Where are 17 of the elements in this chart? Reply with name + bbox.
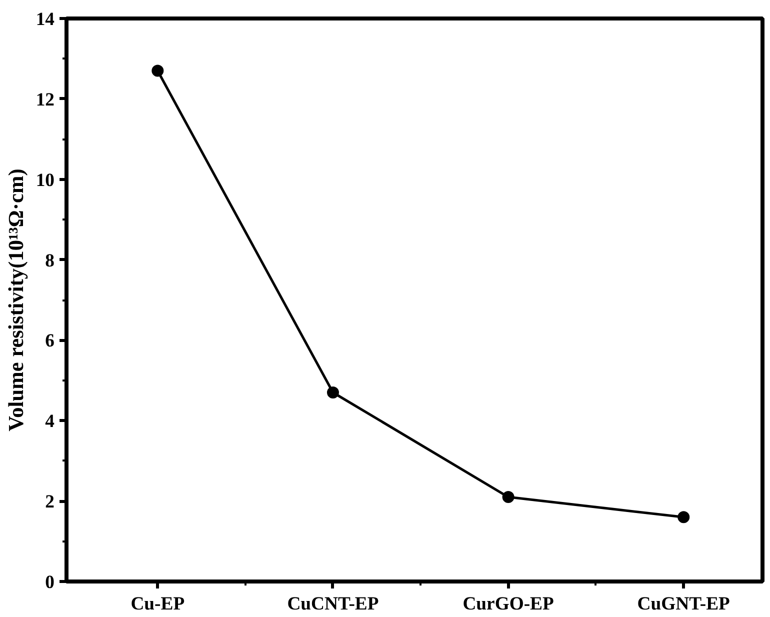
x-tick-label: CuGNT-EP [637,594,730,614]
y-tick-label: 0 [45,572,54,593]
y-axis-title: Volume resistivity(10¹³Ω·cm) [4,168,28,432]
y-tick-label: 10 [36,170,54,191]
point [502,491,514,504]
x-tick-label: CuCNT-EP [287,594,379,614]
x-tick-label: Cu-EP [130,594,185,614]
y-tick-label: 12 [36,89,54,110]
y-tick-label: 14 [36,9,54,30]
y-tick-label: 8 [45,250,54,272]
point [152,64,164,77]
point [678,511,690,524]
y-tick-label: 4 [45,411,54,432]
y-tick-label: 2 [45,492,54,513]
y-tick-label: 6 [45,330,54,352]
point [326,386,339,398]
x-tick-label: CurGO-EP [462,594,554,614]
